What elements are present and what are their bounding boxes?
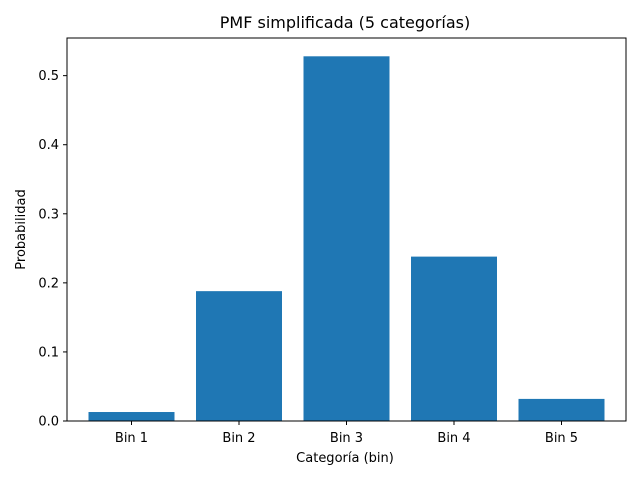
x-axis: Bin 1 Bin 2 Bin 3 Bin 4 Bin 5 (115, 421, 578, 446)
bar-5 (518, 398, 605, 421)
y-tick-label-1: 0.1 (38, 345, 59, 360)
x-tick-label-3: Bin 3 (330, 431, 363, 446)
x-tick-label-4: Bin 4 (437, 431, 470, 446)
x-axis-label: Categoría (bin) (296, 451, 394, 466)
y-tick-label-5: 0.5 (38, 69, 59, 84)
bar-3 (303, 56, 390, 422)
x-tick-label-2: Bin 2 (222, 431, 255, 446)
y-axis-label: Probabilidad (14, 189, 29, 269)
bar-1 (88, 412, 175, 421)
plot-frame (66, 37, 627, 422)
y-tick-label-0: 0.0 (38, 415, 59, 430)
bar-2 (196, 291, 282, 421)
y-axis: 0.0 0.1 0.2 0.3 0.4 0.5 (38, 69, 67, 430)
x-tick-label-5: Bin 5 (545, 431, 578, 446)
y-tick-label-4: 0.4 (38, 138, 59, 153)
bar-4 (411, 256, 497, 421)
bars-group (88, 56, 605, 422)
y-tick-label-2: 0.2 (38, 276, 59, 291)
x-tick-label-1: Bin 1 (115, 431, 148, 446)
y-tick-label-3: 0.3 (38, 207, 59, 222)
chart-title: PMF simplificada (5 categorías) (220, 13, 470, 32)
